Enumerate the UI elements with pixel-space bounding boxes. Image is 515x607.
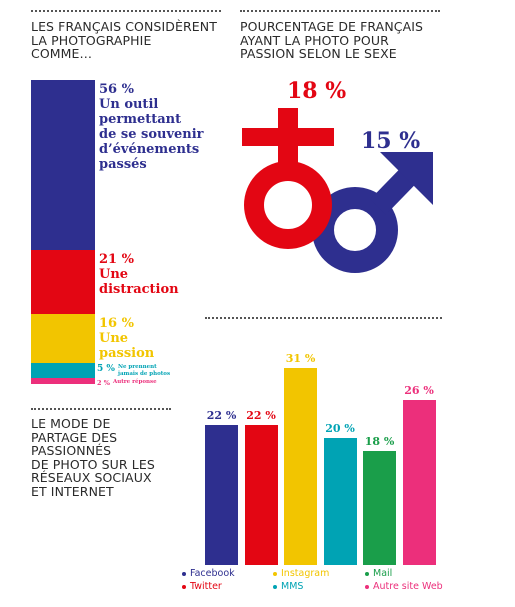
- right-panel-title: POURCENTAGE DE FRANÇAIS AYANT LA PHOTO P…: [240, 19, 424, 61]
- female-symbol-icon: [242, 108, 334, 249]
- legend-dot-icon: [365, 584, 369, 589]
- legend-item: Autre site Web: [365, 581, 443, 592]
- stack-segment-label: 16 % Une passion: [99, 316, 154, 361]
- male-value: 15 %: [361, 128, 421, 154]
- segment-label: Un outil permettant de se souvenir d’évé…: [99, 97, 204, 172]
- bottom-panel-title: LE MODE DE PARTAGE DES PASSIONNÉS DE PHO…: [31, 416, 155, 499]
- stack-segment-label: 21 % Une distraction: [99, 252, 179, 297]
- bar-value-label: 31 %: [285, 352, 316, 366]
- bar-value-label: 22 %: [206, 409, 237, 423]
- segment-percent: 21 %: [99, 252, 134, 268]
- left-panel-title: LES FRANÇAIS CONSIDÈRENT LA PHOTOGRAPHIE…: [31, 19, 217, 61]
- stack-segment: [31, 362, 95, 378]
- segment-label: Autre réponse: [112, 378, 157, 385]
- bar-mms: [323, 438, 357, 565]
- stack-segment-label: 2 % Autre réponse: [97, 379, 157, 387]
- segment-percent: 56 %: [99, 82, 134, 97]
- segment-percent: 5 %: [97, 363, 115, 374]
- legend-item: Twitter: [182, 581, 222, 592]
- stack-segment: [31, 250, 95, 315]
- bar-instagram: [284, 368, 317, 565]
- middle-right-rule: [205, 317, 442, 319]
- stack-segment: [31, 377, 95, 384]
- legend-item: Facebook: [182, 568, 235, 579]
- legend-label: Instagram: [281, 568, 330, 579]
- bottom-left-rule: [31, 408, 171, 410]
- legend-label: Autre site Web: [373, 581, 443, 592]
- segment-percent: 2 %: [97, 378, 110, 387]
- stack-segment-label: 5 % Ne prennent jamais de photos: [97, 364, 170, 378]
- segment-label: Ne prennent jamais de photos: [117, 363, 171, 377]
- top-left-rule: [31, 10, 221, 12]
- legend-label: MMS: [281, 581, 304, 592]
- bar-twitter: [244, 425, 278, 565]
- stack-segment: [31, 314, 95, 363]
- bar-value-label: 26 %: [404, 383, 434, 397]
- legend-dot-icon: [273, 571, 277, 576]
- legend-label: Twitter: [190, 581, 222, 592]
- legend-item: MMS: [273, 581, 303, 592]
- legend-item: Instagram: [273, 568, 329, 579]
- segment-label: Une passion: [99, 331, 155, 362]
- bar-facebook: [205, 425, 238, 565]
- legend-dot-icon: [365, 571, 369, 576]
- legend-label: Facebook: [190, 568, 235, 579]
- top-right-rule: [240, 10, 440, 12]
- bar-autre-site-web: [402, 399, 436, 565]
- legend-dot-icon: [182, 571, 186, 576]
- gender-symbols: [242, 108, 433, 273]
- segment-percent: 16 %: [99, 316, 134, 332]
- bar-value-label: 20 %: [325, 422, 355, 435]
- stack-segment-label: 56 % Un outil permettant de se souvenir d…: [99, 82, 204, 172]
- bar-mail: [363, 450, 396, 565]
- legend-dot-icon: [182, 584, 186, 589]
- legend-dot-icon: [273, 584, 277, 589]
- bar-value-label: 18 %: [364, 434, 395, 448]
- bar-value-label: 22 %: [246, 409, 276, 423]
- segment-label: Une distraction: [99, 267, 179, 298]
- legend-label: Mail: [373, 568, 393, 579]
- legend-item: Mail: [365, 568, 392, 579]
- female-value: 18 %: [287, 78, 347, 104]
- stack-segment: [31, 80, 95, 251]
